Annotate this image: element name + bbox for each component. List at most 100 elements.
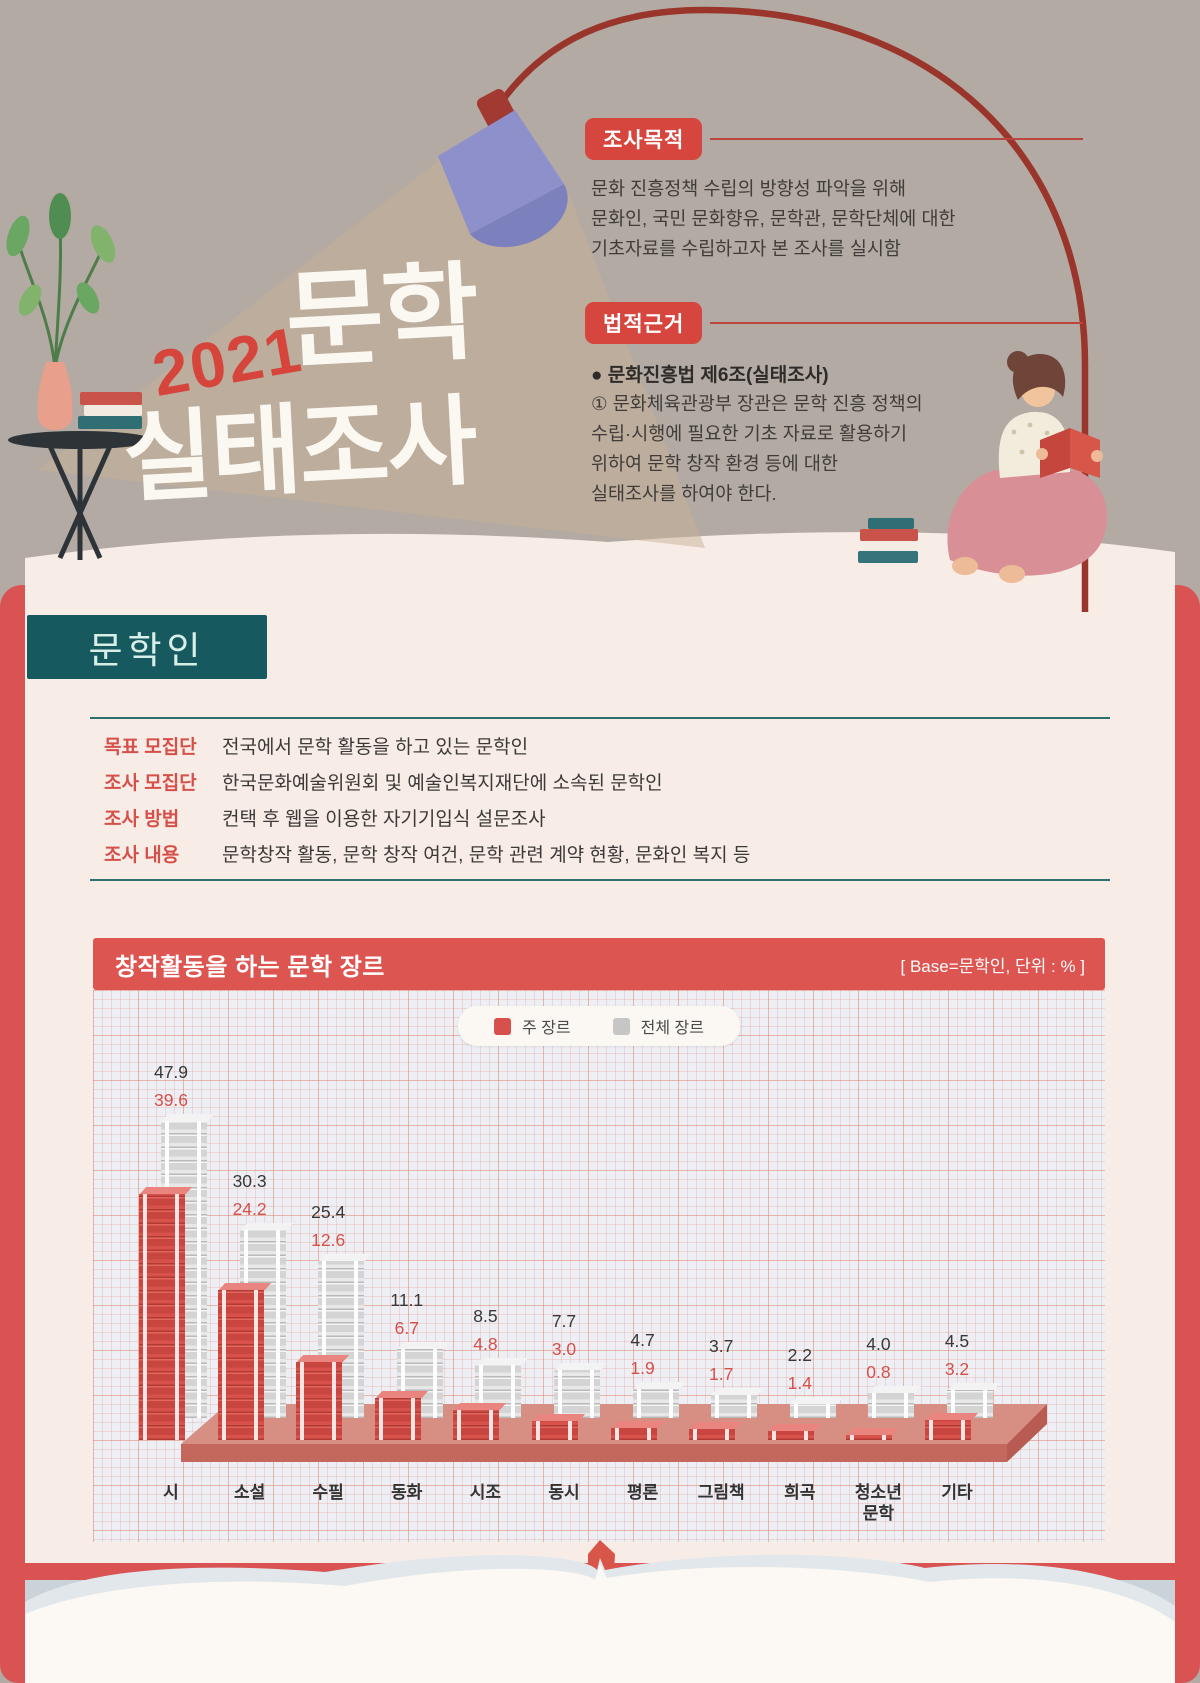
value-label-total-genre: 4.5 <box>944 1331 970 1351</box>
bar-group-3: 25.4 12.6 수필 <box>288 990 368 1542</box>
value-label-main-genre: 6.7 <box>394 1318 419 1338</box>
bar-total-genre <box>711 1395 758 1418</box>
value-label-total-genre: 25.4 <box>311 1202 346 1222</box>
lamp-icon <box>438 89 568 248</box>
bar-main-genre <box>925 1420 971 1440</box>
value-label-main-genre: 3.0 <box>551 1339 577 1359</box>
value-label-total-genre: 4.7 <box>630 1330 655 1350</box>
chart-title: 창작활동을 하는 문학 장르 <box>115 953 385 981</box>
value-label-total-genre: 2.2 <box>787 1345 812 1365</box>
book-stack-on-table <box>78 392 142 429</box>
lamp-light-beam <box>38 150 705 548</box>
table-row: 조사 모집단 한국문화예술위원회 및 예술인복지재단에 소속된 문학인 <box>104 763 1110 799</box>
row-label: 조사 모집단 <box>104 772 197 794</box>
reading-person-illustration <box>947 351 1107 583</box>
bar-group-6: 7.7 3.0 동시 <box>524 990 604 1542</box>
lamp-cord <box>494 6 1089 612</box>
bar-main-genre <box>610 1428 657 1440</box>
chart-legend: 주 장르 전체 장르 <box>458 1006 740 1046</box>
table-row: 목표 모집단 전국에서 문학 활동을 하고 있는 문학인 <box>104 727 1110 763</box>
section-title-box: 문학인 <box>27 615 267 679</box>
bar-main-genre <box>846 1435 893 1440</box>
value-labels: 4.7 1.9 <box>603 1330 683 1379</box>
book-stack-beside-person <box>858 518 918 563</box>
main-title: 2021 문학 실태조사 <box>113 240 587 544</box>
value-label-main-genre: 39.6 <box>153 1090 189 1110</box>
category-label: 동화 <box>391 1483 423 1502</box>
legend-item-total-genre: 전체 장르 <box>612 1014 704 1038</box>
value-label-main-genre: 1.7 <box>709 1364 734 1384</box>
purpose-body: 문화 진흥정책 수립의 방향성 파악을 위해 문화인, 국민 문화향유, 문학관… <box>591 178 956 259</box>
category-label: 그림책 <box>697 1483 745 1502</box>
value-label-total-genre: 47.9 <box>153 1062 189 1082</box>
value-labels: 8.5 4.8 <box>445 1306 525 1355</box>
top-illustrations <box>6 6 1107 612</box>
legal-law-title: ● 문화진흥법 제6조(실태조사) <box>591 364 829 386</box>
bar-group-1: 47.9 39.6 시 <box>131 990 211 1542</box>
value-label-total-genre: 30.3 <box>232 1171 267 1191</box>
bar-group-9: 2.2 1.4 희곡 <box>760 990 840 1542</box>
legend-label: 전체 장르 <box>640 1020 704 1037</box>
bar-main-genre <box>374 1398 421 1440</box>
category-label: 수필 <box>312 1483 344 1502</box>
bar-total-genre <box>789 1404 836 1418</box>
category-label: 청소년 문학 <box>854 1483 902 1524</box>
value-label-total-genre: 4.0 <box>866 1334 891 1354</box>
legal-tag: 법적근거 <box>585 301 703 344</box>
bar-total-genre <box>554 1370 600 1418</box>
plant-illustration <box>6 193 116 430</box>
table-row: 조사 방법 컨택 후 웹을 이용한 자기기입식 설문조사 <box>104 799 1110 835</box>
legal-header: 법적근거 <box>585 301 1083 344</box>
bar-main-genre <box>689 1429 736 1440</box>
bar-group-10: 4.0 0.8 청소년 문학 <box>838 990 918 1542</box>
value-label-total-genre: 7.7 <box>551 1311 577 1331</box>
purpose-tag: 조사목적 <box>585 118 703 160</box>
category-label: 시조 <box>469 1483 502 1502</box>
title-line2: 실태조사 <box>120 385 479 514</box>
header-rule <box>710 138 1083 140</box>
legend-label: 주 장르 <box>522 1020 571 1037</box>
bar-group-8: 3.7 1.7 그림책 <box>681 990 761 1542</box>
bar-main-genre <box>217 1290 264 1440</box>
value-labels: 30.3 24.2 <box>210 1171 290 1220</box>
bar-chart-plot: 주 장르 전체 장르 47.9 39.6 시 30.3 24.2 소설 25.4 12.6 수필… <box>93 990 1105 1542</box>
row-text: 전국에서 문학 활동을 하고 있는 문학인 <box>222 736 529 758</box>
value-labels: 7.7 3.0 <box>524 1311 604 1360</box>
value-labels: 4.0 0.8 <box>838 1334 918 1383</box>
bars-layer: 47.9 39.6 시 30.3 24.2 소설 25.4 12.6 수필 11.1 6.7 동화 8.… <box>93 990 1105 1542</box>
bar-group-2: 30.3 24.2 소설 <box>210 990 290 1542</box>
survey-info-column: 조사목적 문화 진흥정책 수립의 방향성 파악을 위해 문화인, 국민 문화향유… <box>585 118 1083 509</box>
row-text: 컨택 후 웹을 이용한 자기기입식 설문조사 <box>222 808 546 830</box>
chart-header: 창작활동을 하는 문학 장르 [ Base=문학인, 단위 : % ] <box>93 938 1105 990</box>
value-labels: 11.1 6.7 <box>367 1290 447 1339</box>
survey-detail-table: 목표 모집단 전국에서 문학 활동을 하고 있는 문학인 조사 모집단 한국문화… <box>90 717 1110 881</box>
row-label: 목표 모집단 <box>104 736 197 758</box>
bar-group-4: 11.1 6.7 동화 <box>367 990 447 1542</box>
value-label-main-genre: 1.4 <box>787 1373 812 1393</box>
value-label-total-genre: 8.5 <box>473 1306 498 1326</box>
row-text: 한국문화예술위원회 및 예술인복지재단에 소속된 문학인 <box>222 772 663 794</box>
value-label-main-genre: 0.8 <box>866 1362 891 1382</box>
purpose-header: 조사목적 <box>585 118 1083 160</box>
value-labels: 4.5 3.2 <box>917 1331 997 1380</box>
bar-main-genre <box>139 1194 185 1440</box>
bar-group-5: 8.5 4.8 시조 <box>445 990 525 1542</box>
category-label: 평론 <box>626 1483 659 1502</box>
section-title: 문학인 <box>88 629 206 672</box>
legal-body: ① 문화체육관광부 장관은 문학 진흥 정책의 수립·시행에 필요한 기초 자료… <box>591 392 923 504</box>
side-table <box>8 431 152 560</box>
value-label-main-genre: 4.8 <box>473 1334 498 1354</box>
legend-item-main-genre: 주 장르 <box>494 1014 571 1038</box>
value-label-total-genre: 3.7 <box>709 1336 734 1356</box>
value-label-main-genre: 12.6 <box>311 1230 346 1250</box>
bar-total-genre <box>868 1393 915 1418</box>
row-label: 조사 방법 <box>104 808 180 830</box>
value-label-main-genre: 24.2 <box>232 1199 267 1219</box>
header-rule <box>710 321 1083 324</box>
legend-swatch-red <box>494 1017 512 1035</box>
value-labels: 25.4 12.6 <box>288 1202 368 1251</box>
row-label: 조사 내용 <box>104 844 180 866</box>
category-label: 희곡 <box>784 1483 816 1502</box>
category-label: 시 <box>163 1483 179 1502</box>
